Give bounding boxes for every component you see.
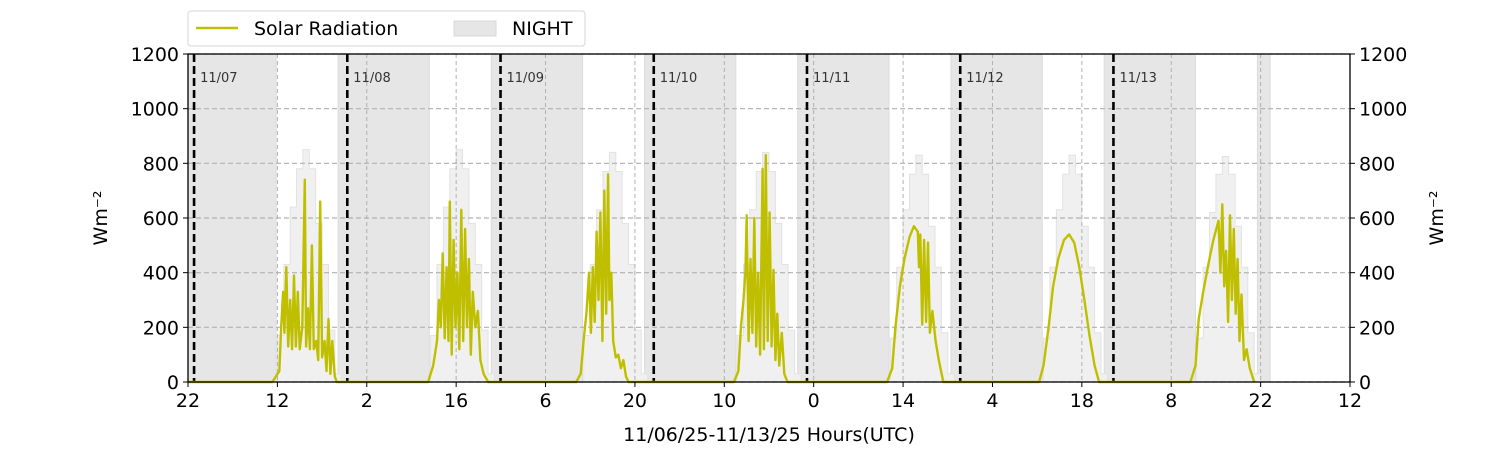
- x-tick-label: 0: [808, 390, 820, 412]
- x-tick-label: 8: [1165, 390, 1177, 412]
- day-marker-label: 11/10: [660, 71, 697, 86]
- hourly-step-area: [583, 151, 649, 383]
- y-tick-label-left: 200: [143, 317, 179, 339]
- x-tick-label: 2: [361, 390, 373, 412]
- y-tick-label-left: 0: [167, 372, 179, 394]
- x-tick-label: 10: [712, 390, 736, 412]
- hourly-step-area: [1043, 154, 1108, 383]
- night-band: [644, 53, 737, 383]
- legend-frame: [187, 10, 586, 47]
- legend-label-solar-radiation: Solar Radiation: [254, 18, 398, 40]
- y-tick-label-right: 400: [1359, 263, 1395, 285]
- y-axis-label-right: Wm⁻²: [1426, 191, 1448, 246]
- hourly-step-area: [889, 154, 955, 383]
- y-tick-label-right: 600: [1359, 208, 1395, 230]
- x-tick-label: 22: [176, 390, 200, 412]
- x-tick-label: 4: [986, 390, 998, 412]
- legend-night-swatch: [453, 20, 497, 37]
- y-tick-label-left: 600: [143, 208, 179, 230]
- day-marker-label: 11/13: [1119, 71, 1156, 86]
- x-tick-label: 14: [891, 390, 915, 412]
- x-tick-label: 20: [623, 390, 647, 412]
- y-tick-label-left: 800: [143, 153, 179, 175]
- solar-radiation-line: [188, 153, 1256, 384]
- x-tick-label: 18: [1070, 390, 1094, 412]
- x-tick-label: 22: [1249, 390, 1273, 412]
- y-tick-label-right: 1000: [1359, 99, 1407, 121]
- y-tick-label-right: 0: [1359, 372, 1371, 394]
- y-axis-label-left: Wm⁻²: [90, 191, 112, 246]
- y-tick-label-right: 800: [1359, 153, 1395, 175]
- day-markers: 11/07 11/08 11/09 11/10 11/11 11/12 11/13: [192, 54, 1157, 382]
- night-band: [797, 53, 890, 383]
- y-tick-label-right: 200: [1359, 317, 1395, 339]
- day-marker-label: 11/12: [966, 71, 1003, 86]
- series-lines: [188, 153, 1256, 384]
- x-axis-label: 11/06/25-11/13/25 Hours(UTC): [623, 424, 915, 446]
- y-tick-label-left: 1200: [131, 44, 179, 66]
- x-tick-label: 6: [539, 390, 551, 412]
- legend-label-night: NIGHT: [512, 18, 573, 40]
- y-tick-label-right: 1200: [1359, 44, 1407, 66]
- day-marker-label: 11/11: [813, 71, 850, 86]
- day-marker-label: 11/08: [353, 71, 390, 86]
- day-marker-label: 11/07: [200, 71, 237, 86]
- y-tick-label-left: 1000: [131, 99, 179, 121]
- x-tick-label: 16: [444, 390, 468, 412]
- x-tick-label: 12: [1338, 390, 1362, 412]
- legend: Solar Radiation NIGHT: [187, 10, 586, 47]
- y-tick-label-left: 400: [143, 263, 179, 285]
- x-tick-label: 12: [265, 390, 289, 412]
- day-marker-label: 11/09: [507, 71, 544, 86]
